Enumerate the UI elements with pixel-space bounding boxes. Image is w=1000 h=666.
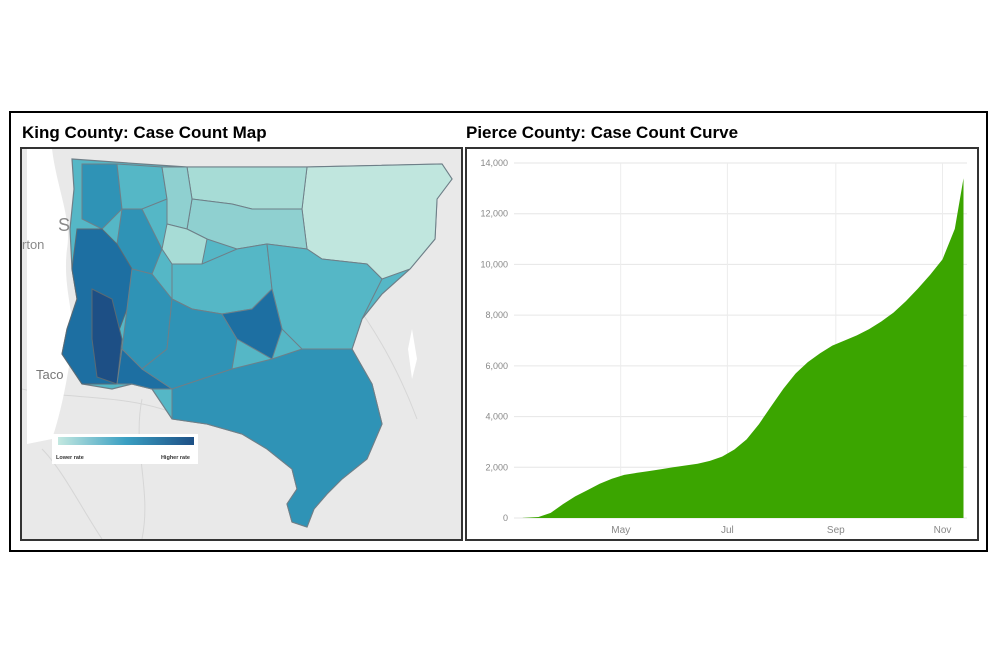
- map-legend: Lower rate Higher rate: [52, 434, 198, 464]
- chart-area-series: [522, 178, 964, 518]
- pierce-county-chart: 0 2,000 4,000 6,000 8,000 10,000 12,000 14,000 …: [465, 147, 979, 541]
- x-tick-label: Nov: [934, 525, 952, 536]
- chart-y-axis: 0 2,000 4,000 6,000 8,000 10,000 12,000 14,000: [480, 158, 508, 523]
- y-tick-label: 2,000: [485, 462, 508, 472]
- map-place-label-tacoma: Taco: [36, 367, 63, 382]
- king-county-map: S rton Taco Lower rate Higher rate: [20, 147, 463, 541]
- chart-panel-title: Pierce County: Case Count Curve: [466, 123, 739, 142]
- x-tick-label: May: [611, 525, 630, 536]
- map-legend-low-label: Lower rate: [56, 455, 84, 461]
- map-place-label-renton: rton: [22, 237, 44, 252]
- x-tick-label: Jul: [721, 525, 734, 536]
- map-legend-colorbar: [58, 437, 194, 445]
- y-tick-label: 12,000: [480, 209, 508, 219]
- y-tick-label: 14,000: [480, 158, 508, 168]
- y-tick-label: 8,000: [485, 310, 508, 320]
- x-tick-label: Sep: [827, 525, 845, 536]
- y-tick-label: 6,000: [485, 361, 508, 371]
- y-tick-label: 10,000: [480, 259, 508, 269]
- chart-x-axis: May Jul Sep Nov: [611, 525, 951, 536]
- map-legend-high-label: Higher rate: [161, 455, 190, 461]
- y-tick-label: 4,000: [485, 412, 508, 422]
- y-tick-label: 0: [503, 513, 508, 523]
- map-place-label-seattle: S: [58, 215, 70, 235]
- chart-svg: 02,0004,0006,0008,00010,00012,00014,000 …: [480, 158, 967, 536]
- map-panel-title: King County: Case Count Map: [22, 123, 267, 142]
- map-svg: S rton Taco Lower rate Higher rate: [22, 149, 461, 539]
